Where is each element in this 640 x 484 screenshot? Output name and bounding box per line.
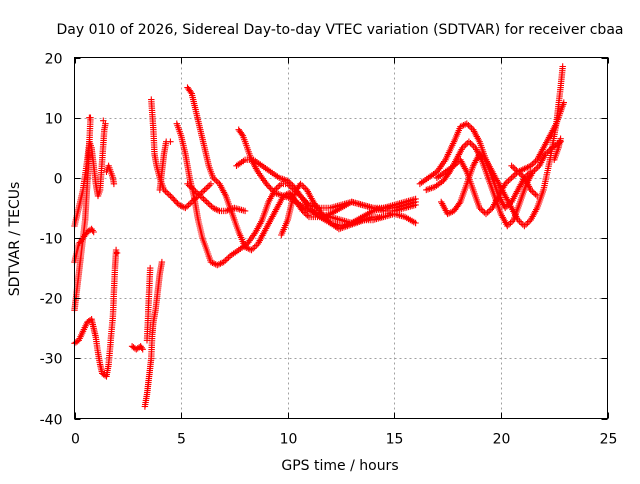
x-tick-label: 20 bbox=[493, 432, 511, 448]
data-point-markers bbox=[278, 180, 385, 239]
y-tick-label: 20 bbox=[45, 52, 63, 68]
y-tick-label: -10 bbox=[40, 232, 63, 248]
y-axis-label: SDTVAR / TECUs bbox=[7, 182, 23, 297]
series-arc-22 bbox=[551, 135, 564, 163]
series-arc-8 bbox=[143, 264, 154, 344]
data-point-markers bbox=[141, 258, 166, 410]
data-point-markers bbox=[86, 114, 174, 257]
data-point-markers bbox=[128, 343, 146, 353]
data-point-markers bbox=[438, 63, 566, 230]
data-point-markers bbox=[156, 138, 170, 194]
data-point-markers bbox=[551, 135, 564, 163]
x-tick-label: 10 bbox=[280, 432, 298, 448]
x-tick-label: 5 bbox=[177, 432, 186, 448]
series-arc-1 bbox=[71, 246, 120, 380]
x-tick-label: 0 bbox=[71, 432, 80, 448]
data-point-markers bbox=[184, 180, 249, 215]
y-tick-labels: -40 -30 -20 -10 0 10 20 bbox=[40, 52, 63, 429]
y-tick-label: -30 bbox=[40, 352, 63, 368]
series-arc-5 bbox=[103, 162, 118, 188]
x-tick-label: 15 bbox=[386, 432, 404, 448]
x-axis-label: GPS time / hours bbox=[281, 458, 398, 474]
series-isolated bbox=[86, 114, 174, 257]
chart-title: Day 010 of 2026, Sidereal Day-to-day VTE… bbox=[57, 22, 624, 38]
series-arc-13 bbox=[184, 180, 249, 215]
data-point-markers bbox=[184, 84, 419, 254]
series-arc-20 bbox=[438, 63, 566, 230]
data-point-markers bbox=[103, 162, 118, 188]
series-arc-16 bbox=[278, 180, 385, 239]
y-tick-label: -20 bbox=[40, 292, 63, 308]
series-arc-21 bbox=[508, 99, 567, 175]
y-tick-label: -40 bbox=[40, 413, 63, 429]
y-tick-label: 0 bbox=[54, 172, 63, 188]
series-arc-10 bbox=[156, 138, 170, 194]
data-point-markers bbox=[71, 246, 120, 380]
grid-lines bbox=[74, 57, 608, 419]
data-point-markers bbox=[508, 99, 567, 175]
series-arc-12 bbox=[184, 84, 419, 254]
data-points bbox=[71, 63, 567, 410]
series-arc-6 bbox=[128, 343, 146, 353]
x-tick-labels: 0 5 10 15 20 25 bbox=[71, 432, 617, 448]
series-arc-7 bbox=[141, 258, 166, 410]
y-tick-label: 10 bbox=[45, 112, 63, 128]
data-point-markers bbox=[143, 264, 154, 344]
x-tick-label: 25 bbox=[600, 432, 618, 448]
axis-ticks bbox=[74, 57, 609, 420]
